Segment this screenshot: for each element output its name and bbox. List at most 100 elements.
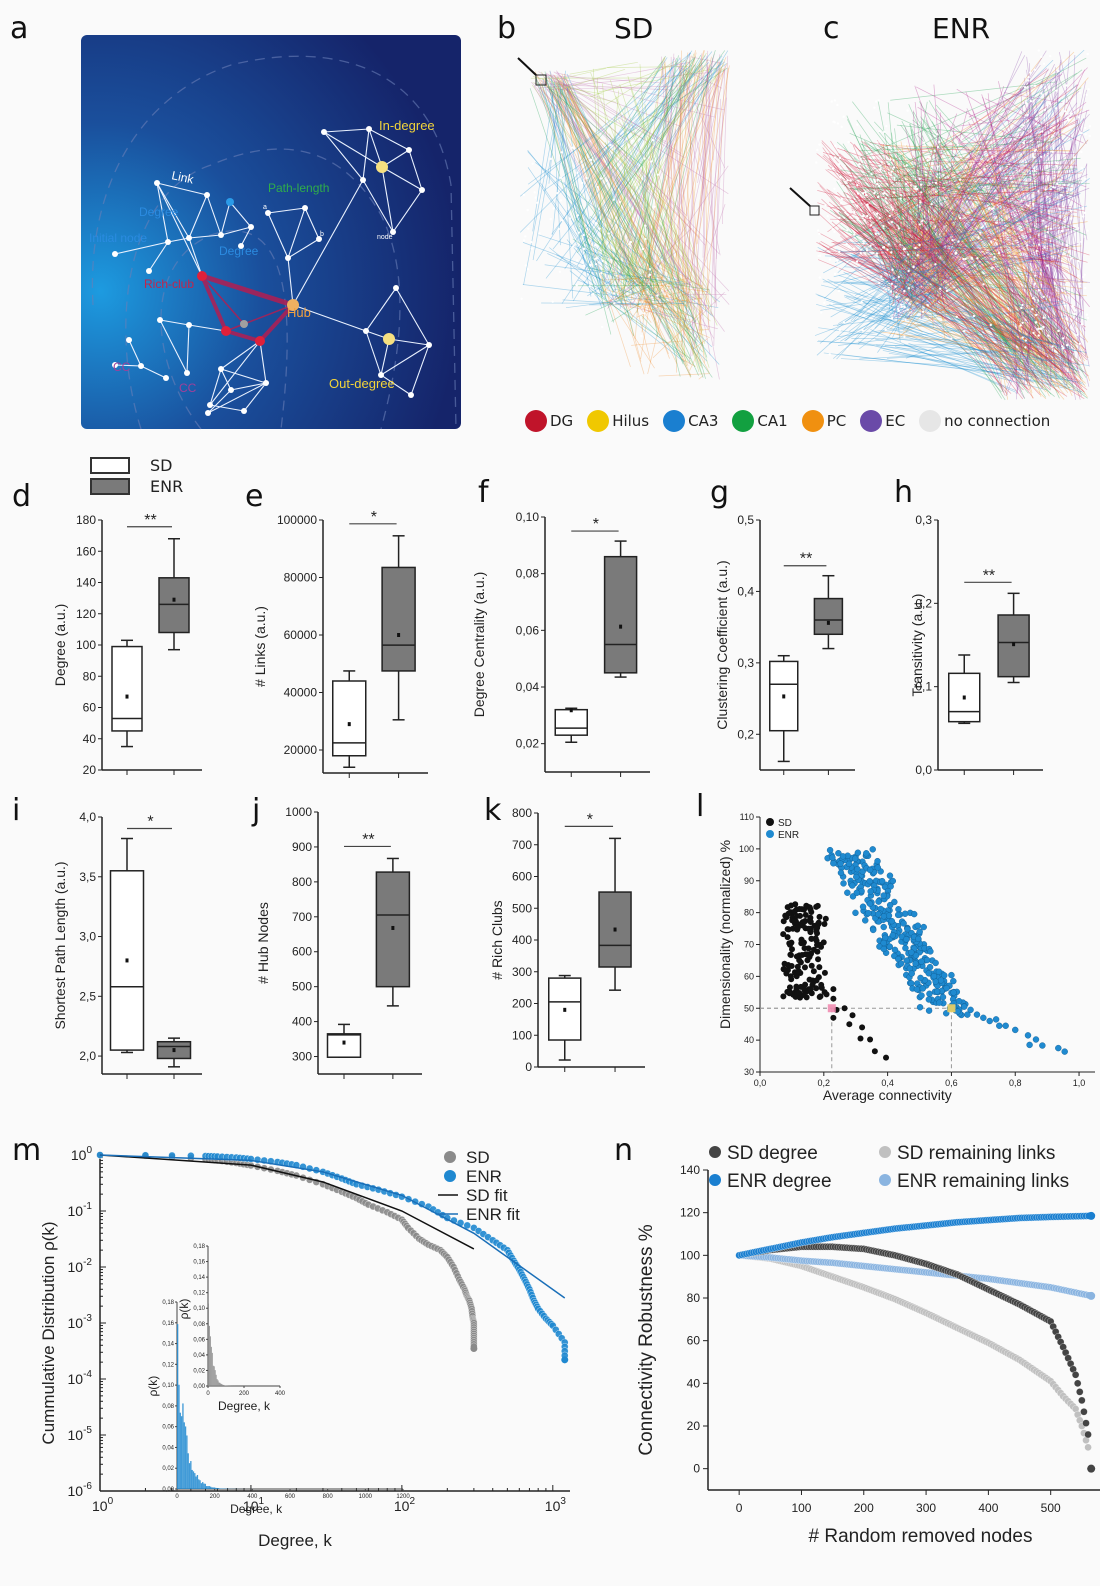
network-node <box>903 335 906 338</box>
legend-label-sd: SD <box>150 456 173 475</box>
network-edge <box>934 221 949 248</box>
network-edge <box>859 349 1018 360</box>
network-edge <box>902 94 1050 210</box>
inset-y-tick-label: 0,16 <box>193 1260 205 1266</box>
enr-point <box>936 999 943 1006</box>
network-edge <box>888 243 894 311</box>
network-edge <box>1005 245 1062 397</box>
network-edge <box>527 150 638 288</box>
network-node <box>1081 215 1085 218</box>
network-node <box>934 181 938 185</box>
diagram-link <box>380 374 412 396</box>
inset-bar <box>220 1488 222 1489</box>
network-edge <box>821 140 1030 352</box>
y-tick-label: 700 <box>292 910 312 924</box>
network-edge <box>984 140 1044 342</box>
network-edge <box>920 116 1087 378</box>
network-edge <box>916 135 1051 265</box>
network-edge <box>544 71 612 335</box>
arrow-icon <box>517 57 537 76</box>
network-edge <box>577 55 666 223</box>
network-edge <box>643 197 717 303</box>
inset-bar <box>209 1336 211 1386</box>
network-edge <box>837 229 916 303</box>
legend-dot <box>525 410 547 432</box>
network-edge <box>548 75 644 204</box>
network-edge <box>928 100 1078 350</box>
inset-x-label: Degree, k <box>230 1502 283 1516</box>
network-edge <box>891 292 1070 355</box>
network-edge <box>905 317 1039 366</box>
network-edge <box>956 116 1041 127</box>
enr-point <box>851 855 859 862</box>
network-edge <box>916 211 1009 348</box>
network-edge <box>676 53 715 211</box>
network-edge <box>890 260 948 312</box>
y-tick-label: 100 <box>739 844 754 854</box>
network-node <box>558 270 562 273</box>
network-edge <box>600 90 620 298</box>
network-node <box>1077 274 1080 277</box>
network-edge <box>873 169 897 264</box>
network-edge <box>902 280 942 331</box>
network-node <box>879 168 882 171</box>
network-edge <box>894 113 958 281</box>
network-edge <box>1048 179 1082 277</box>
network-edge <box>885 239 1088 391</box>
network-node <box>1046 104 1049 107</box>
robustness-line-chart: 0204060801001201400100200300400500600# R… <box>636 1143 1100 1547</box>
network-edge <box>657 260 706 290</box>
inset-x-tick-label: 200 <box>210 1494 221 1500</box>
network-edge <box>630 89 706 344</box>
network-edge <box>853 143 1040 381</box>
label-b: b <box>320 231 324 238</box>
sd-degree-point <box>1071 1371 1080 1379</box>
network-edge <box>557 75 692 376</box>
network-node <box>982 283 985 286</box>
legend-marker <box>879 1146 891 1158</box>
network-edge <box>679 63 687 307</box>
network-edge <box>818 213 1012 394</box>
diagram-link <box>410 344 430 396</box>
network-edge <box>841 354 1002 375</box>
network-node <box>907 269 910 273</box>
network-edge <box>653 234 679 299</box>
label-cc-down: CC <box>113 360 131 374</box>
network-edge <box>928 131 1029 250</box>
x-axis-label: Degree, k <box>258 1531 332 1550</box>
x-tick-label: 0 <box>736 1501 743 1515</box>
network-node <box>1037 49 1041 52</box>
network-edge <box>864 141 950 258</box>
legend-item-pc: PC <box>801 410 846 432</box>
enr-point <box>912 952 920 959</box>
network-node <box>1069 112 1073 115</box>
sd-point <box>859 1024 866 1031</box>
network-node <box>855 260 859 263</box>
network-node <box>885 124 888 128</box>
network-node <box>559 199 563 202</box>
network-edge <box>681 68 725 317</box>
network-edge <box>1027 80 1054 291</box>
label-hub: Hub <box>287 305 311 320</box>
network-edge <box>829 209 1046 350</box>
network-edge <box>930 265 1043 350</box>
network-node <box>601 259 604 263</box>
enr-point <box>986 1017 993 1025</box>
inset-bar <box>219 1382 221 1386</box>
network-edge <box>990 227 1061 297</box>
network-edge <box>838 153 1076 375</box>
network-edge <box>1036 310 1082 369</box>
network-edge <box>519 57 695 233</box>
network-edge <box>862 200 949 258</box>
panel-letter-e: e <box>245 479 264 514</box>
legend-item-dg: DG <box>525 410 573 432</box>
enr-point <box>897 960 905 967</box>
sd-point <box>780 931 787 938</box>
network-edge <box>845 165 948 272</box>
network-edge <box>646 67 671 287</box>
network-edge <box>599 283 655 369</box>
network-edge <box>998 122 1064 178</box>
network-node <box>628 242 631 246</box>
diagram-link <box>167 237 190 243</box>
network-node <box>1027 204 1030 208</box>
